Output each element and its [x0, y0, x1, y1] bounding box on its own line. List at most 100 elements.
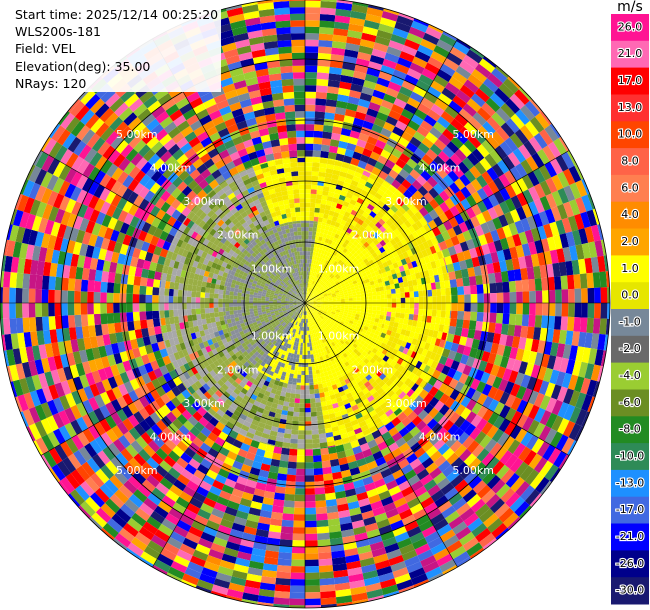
- range-gate: [428, 209, 439, 220]
- range-gate: [326, 92, 339, 101]
- range-gate: [384, 436, 396, 447]
- range-gate: [454, 479, 469, 493]
- range-gate: [441, 505, 456, 519]
- range-gate: [346, 454, 357, 464]
- range-gate: [484, 438, 498, 453]
- range-gate: [191, 291, 197, 298]
- range-gate: [109, 97, 125, 113]
- range-gate: [364, 114, 377, 124]
- range-gate: [64, 422, 77, 438]
- range-gate: [383, 121, 396, 132]
- range-gate: [374, 559, 391, 570]
- range-gate: [390, 33, 407, 45]
- range-gate: [374, 161, 385, 171]
- range-gate: [523, 140, 537, 156]
- range-gate: [493, 204, 505, 217]
- range-gate: [463, 453, 477, 467]
- range-gate: [434, 495, 449, 508]
- range-gate: [53, 193, 65, 209]
- range-gate: [406, 453, 418, 464]
- range-gate: [348, 573, 364, 583]
- range-gate: [276, 27, 291, 35]
- range-gate: [450, 360, 460, 371]
- range-gate: [539, 264, 548, 279]
- range-gate: [168, 288, 174, 297]
- range-gate: [491, 131, 505, 146]
- range-gate: [465, 387, 476, 399]
- range-gate: [186, 309, 192, 316]
- range-gate: [188, 136, 201, 148]
- range-gate: [305, 143, 314, 151]
- range-gate: [481, 383, 493, 396]
- range-gate: [477, 255, 487, 266]
- range-gate: [64, 168, 77, 184]
- range-gate: [250, 96, 263, 106]
- range-gate: [44, 219, 55, 235]
- range-gate: [443, 220, 453, 231]
- range-gate: [465, 398, 477, 412]
- range-gate: [440, 431, 453, 444]
- range-gate: [248, 89, 261, 99]
- range-gate: [362, 148, 373, 158]
- range-gate: [176, 474, 190, 486]
- range-gate: [138, 230, 148, 242]
- range-gate: [274, 105, 285, 114]
- range-gate: [146, 136, 160, 149]
- range-gate: [354, 145, 365, 155]
- range-gate: [312, 162, 320, 168]
- range-gate: [455, 404, 466, 416]
- range-gate: [504, 211, 515, 225]
- range-gate: [494, 503, 510, 519]
- range-gate: [317, 52, 332, 61]
- range-gate: [305, 166, 313, 172]
- range-gate: [450, 287, 458, 296]
- range-gate: [160, 178, 173, 191]
- range-gate: [319, 14, 336, 22]
- range-gate: [392, 567, 409, 579]
- range-gate: [290, 393, 296, 399]
- range-gate: [491, 163, 505, 178]
- range-gate: [285, 176, 293, 182]
- range-gate: [465, 182, 477, 195]
- range-gate: [420, 496, 435, 509]
- range-gate: [414, 297, 419, 303]
- range-gate: [316, 194, 323, 200]
- range-gate: [327, 79, 341, 88]
- range-gate: [305, 157, 313, 163]
- range-gate: [186, 91, 201, 103]
- range-gate: [322, 466, 332, 475]
- range-gate: [505, 492, 521, 508]
- range-gate: [537, 340, 546, 354]
- range-gate: [537, 225, 547, 240]
- range-gate: [384, 542, 400, 554]
- range-gate: [105, 460, 119, 475]
- range-gate: [509, 347, 519, 360]
- range-gate: [142, 521, 158, 535]
- range-gate: [160, 201, 171, 213]
- range-gate: [398, 114, 411, 126]
- range-gate: [291, 52, 305, 60]
- range-gate: [150, 235, 160, 246]
- range-gate: [278, 131, 288, 140]
- range-gate: [107, 354, 117, 367]
- range-gate: [350, 157, 360, 167]
- range-gate: [533, 457, 548, 474]
- range-gate: [169, 484, 183, 497]
- range-gate: [22, 317, 31, 333]
- range-gate: [495, 282, 504, 293]
- range-gate: [151, 487, 166, 501]
- range-gate: [406, 142, 418, 153]
- range-gate: [70, 253, 80, 267]
- range-gate: [508, 313, 517, 326]
- range-gate: [247, 151, 258, 161]
- range-gate: [458, 221, 469, 233]
- range-gate: [361, 510, 375, 520]
- range-gate: [218, 446, 230, 457]
- range-gate: [423, 192, 434, 203]
- range-gate: [176, 414, 188, 425]
- range-gate: [408, 401, 419, 412]
- range-gate: [106, 282, 115, 293]
- range-gate: [476, 448, 490, 462]
- range-gate: [417, 435, 430, 448]
- range-gate: [446, 540, 463, 554]
